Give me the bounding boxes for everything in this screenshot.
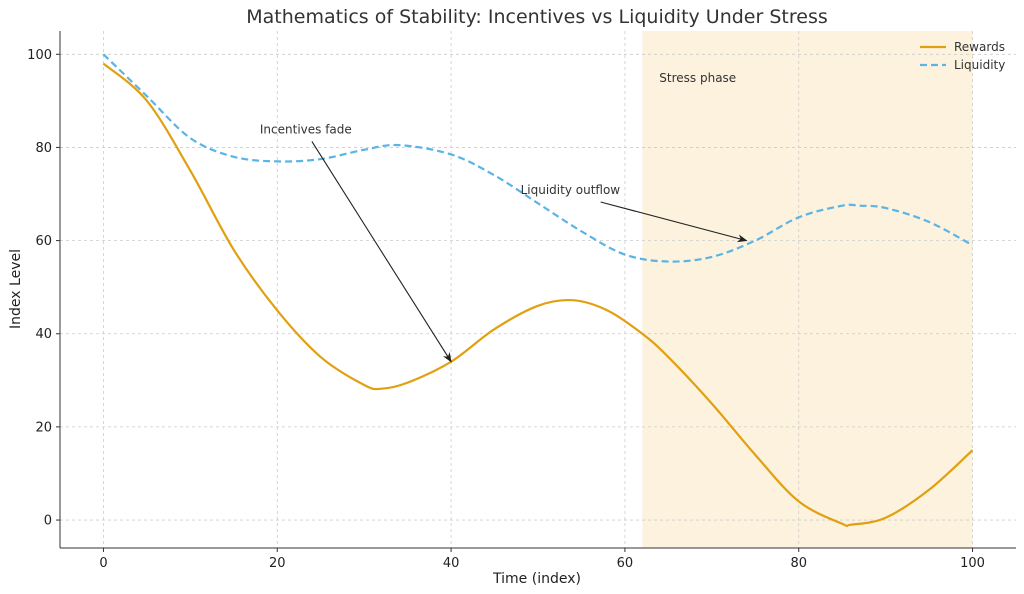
y-tick-label: 100 [27,48,52,63]
x-tick-label: 100 [960,556,985,571]
stress-phase-region: Stress phase [642,31,973,548]
y-tick-label: 0 [44,514,52,529]
annotations: Incentives fade Liquidity outflow [260,122,748,363]
y-tick-label: 80 [35,141,52,156]
grid [60,31,1016,548]
x-tick-label: 0 [99,556,107,571]
series-line-rewards [102,62,974,528]
series-line-liquidity [102,53,974,263]
stress-phase-rect [642,31,973,548]
tick-labels: 0 20 40 60 80 100 0 20 40 60 80 100 [27,48,985,571]
annotation-arrow-1 [311,141,452,363]
legend-label-rewards: Rewards [954,40,1005,54]
x-tick-label: 80 [790,556,807,571]
x-tick-label: 20 [269,556,286,571]
y-tick-label: 40 [35,327,52,342]
y-axis-label: Index Level [8,249,24,329]
x-tick-label: 40 [443,556,460,571]
legend-label-liquidity: Liquidity [954,58,1005,72]
annotation-arrow-2 [600,201,748,243]
stress-phase-label: Stress phase [659,71,736,85]
legend: Rewards Liquidity [920,40,1005,72]
chart-title: Mathematics of Stability: Incentives vs … [246,6,828,28]
y-tick-label: 60 [35,234,52,249]
series-lines [102,53,974,528]
annotation-text-2: Liquidity outflow [521,183,621,197]
annotation-text-1: Incentives fade [260,122,352,136]
x-axis-label: Time (index) [492,571,581,587]
x-tick-label: 60 [617,556,634,571]
axes [59,31,1016,549]
y-tick-label: 20 [35,420,52,435]
